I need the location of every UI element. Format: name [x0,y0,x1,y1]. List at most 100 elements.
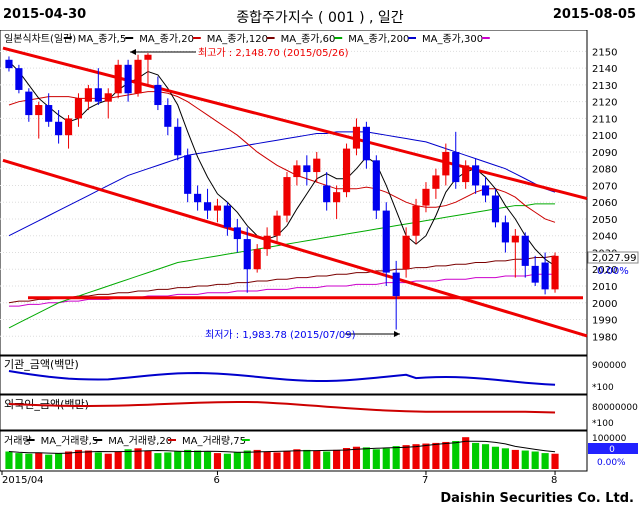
y-tick-label: 1980 [592,332,617,343]
candle [114,59,122,99]
candle [233,218,241,253]
volume-bar [74,449,83,469]
volume-bar [481,444,490,469]
y-tick-label: 2100 [592,131,617,142]
candle-body [342,148,351,193]
volume-bar [154,453,162,469]
candle [15,64,23,94]
institution-panel[interactable]: 기관_금액(백만) 900000 *100 [0,355,627,395]
candle [213,198,222,223]
y-tick-label: 1990 [592,316,617,327]
volume-bar [501,448,509,469]
volume-bar [472,442,480,469]
candle [273,210,281,245]
candle-body [372,160,380,211]
candle-body [35,105,43,116]
volume-bar [442,441,450,469]
price-panel[interactable]: 일본식차트(일간) MA_종가,5 MA_종가,20 MA_종가,120 MA_종가,6… [0,30,588,356]
candle [452,131,460,189]
candle [283,172,291,223]
candle [154,76,162,111]
candle [55,110,63,144]
candle-body [283,177,291,216]
candle-body [94,88,102,102]
candle-body [432,175,440,189]
candle-body [551,255,559,290]
candle-body [15,68,23,90]
candle [223,202,231,236]
stock-chart[interactable]: 일본식차트(일간) MA_종가,5 MA_종가,20 MA_종가,120 MA_종가,6… [0,30,640,486]
candle [521,232,529,278]
candle [412,198,420,245]
volume-bar [402,445,410,469]
candle-body [442,151,450,176]
candlesticks [5,53,559,330]
price-grid [0,50,587,337]
candle-body [491,195,500,223]
candle-body [303,165,311,173]
price-legend-item: 일본식차트(일간) [4,33,76,45]
volume-bars [5,437,559,469]
y-tick-label: 2070 [592,181,617,192]
trend-line-upper [2,46,588,201]
candle [124,59,132,102]
candle [352,118,361,156]
volume-bar [551,453,559,469]
candle [194,185,202,211]
candle [323,172,331,211]
candle-body [223,205,231,228]
last-price-value: 2,027.99 [592,253,637,264]
volume-ma5-line [8,440,556,454]
candle [362,121,370,169]
volume-bar [194,450,202,469]
candle-body [511,235,519,243]
foreign-unit: *100 [592,419,614,429]
volume-bar [114,451,122,469]
y-tick-label: 2080 [592,165,617,176]
candle-body [472,165,480,186]
candle [442,143,450,186]
volume-bar [25,453,33,469]
candle [184,148,192,203]
candle-body [194,193,202,203]
volume-bar [313,450,321,469]
foreign-panel[interactable]: 외국인_금액(백만) 80000000 *100 [0,394,638,431]
volume-panel[interactable]: 거래량 MA_거래량,5 MA_거래량,20 MA_거래량,75 100000 0 0… [0,430,638,472]
candle-body [293,165,301,178]
candle-body [134,59,142,94]
y-tick-label: 2000 [592,299,617,310]
volume-legend-item: MA_거래량,5 [41,435,99,447]
foreign-axis-tick: 80000000 [592,403,638,413]
candle-body [174,126,182,156]
end-date: 2015-08-05 [552,7,636,22]
high-price-label: 최고가 : 2,148.70 (2015/05/26) [198,47,349,59]
volume-bar [283,450,291,469]
footer: Daishin Securities Co. Ltd. [0,486,640,512]
volume-bar [432,442,440,469]
candle [174,118,182,161]
volume-value-tag: 0 [609,445,615,455]
candle-body [481,185,490,196]
candle-body [362,126,370,161]
candle [303,155,311,186]
volume-change-tag: 0.00% [597,458,626,468]
price-legend-item: MA_종가,20 [139,33,194,45]
candle-body [263,235,271,250]
volume-bar [5,451,13,469]
candle [35,101,43,139]
x-tick-label: 2015/04 [2,475,44,486]
volume-bar [184,449,192,469]
price-legend-item: MA_종가,200 [348,33,409,45]
volume-axis-tick: 100000 [592,434,627,444]
candle [64,115,73,149]
candle-body [452,151,460,183]
y-tick-label: 2010 [592,282,617,293]
volume-bar [233,452,241,469]
x-tick-label: 6 [213,475,219,486]
volume-legend-item: MA_거래량,20 [108,435,172,447]
y-tick-label: 2050 [592,215,617,226]
candle-body [84,88,92,102]
candle [253,244,261,273]
candle [551,252,559,293]
y-tick-label: 2090 [592,148,617,159]
